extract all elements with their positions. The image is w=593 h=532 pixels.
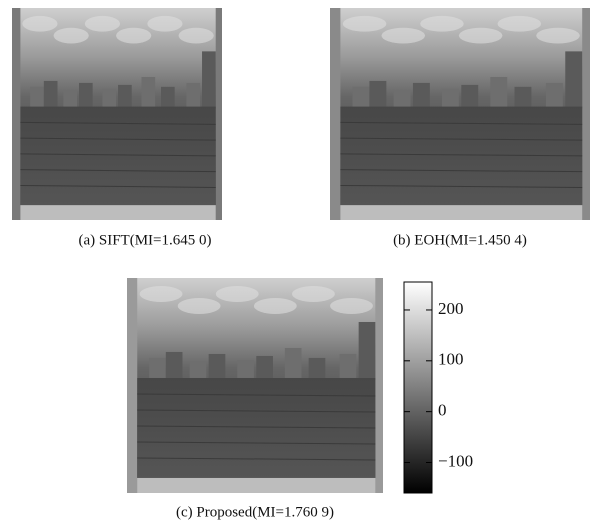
cloud [536, 28, 580, 44]
cloud [382, 28, 426, 44]
building [352, 87, 369, 109]
building [565, 51, 582, 108]
caption: (a) SIFT(MI=1.645 0) [78, 232, 211, 248]
colorbar [404, 282, 432, 493]
building [141, 77, 155, 109]
cloud [140, 286, 183, 302]
building [514, 87, 531, 109]
building [461, 85, 478, 109]
cloud [116, 28, 151, 44]
cloud [216, 286, 259, 302]
bottom-strip [137, 478, 375, 493]
building [209, 354, 226, 380]
building [490, 77, 507, 109]
building [166, 352, 183, 380]
cloud [343, 16, 387, 32]
cloud [330, 298, 373, 314]
building [186, 83, 200, 109]
building [79, 83, 93, 109]
cloud [147, 16, 182, 32]
building [161, 87, 175, 109]
bottom-strip [340, 205, 582, 220]
building [369, 81, 386, 109]
cloud [22, 16, 57, 32]
tick-label: −100 [438, 451, 473, 470]
caption: (b) EOH(MI=1.450 4) [393, 232, 527, 248]
cloud [420, 16, 464, 32]
building [149, 358, 166, 380]
building [413, 83, 430, 109]
building [359, 322, 376, 380]
cloud [498, 16, 542, 32]
cloud [178, 298, 221, 314]
caption: (c) Proposed(MI=1.760 9) [176, 504, 334, 520]
building [285, 348, 302, 380]
cloud [254, 298, 297, 314]
tick-label: 200 [438, 299, 464, 318]
building [442, 89, 459, 109]
image [12, 8, 222, 220]
cloud [54, 28, 89, 44]
building [394, 91, 411, 109]
image [330, 8, 590, 220]
building [340, 354, 357, 380]
building [63, 91, 77, 109]
building [44, 81, 58, 109]
building [546, 83, 563, 109]
cloud [85, 16, 120, 32]
building [309, 358, 326, 380]
building [202, 51, 216, 108]
building [256, 356, 273, 380]
building [118, 85, 132, 109]
figure: (a) SIFT(MI=1.645 0) (b) EOH(MI=1.450 4)… [0, 0, 593, 527]
cloud [459, 28, 503, 44]
building [102, 89, 116, 109]
cloud [292, 286, 335, 302]
building [237, 360, 254, 380]
tick-label: 0 [438, 401, 447, 420]
tick-label: 100 [438, 350, 464, 369]
bottom-strip [20, 205, 215, 220]
image [127, 278, 383, 493]
building [190, 362, 207, 380]
building [30, 87, 44, 109]
cloud [179, 28, 214, 44]
